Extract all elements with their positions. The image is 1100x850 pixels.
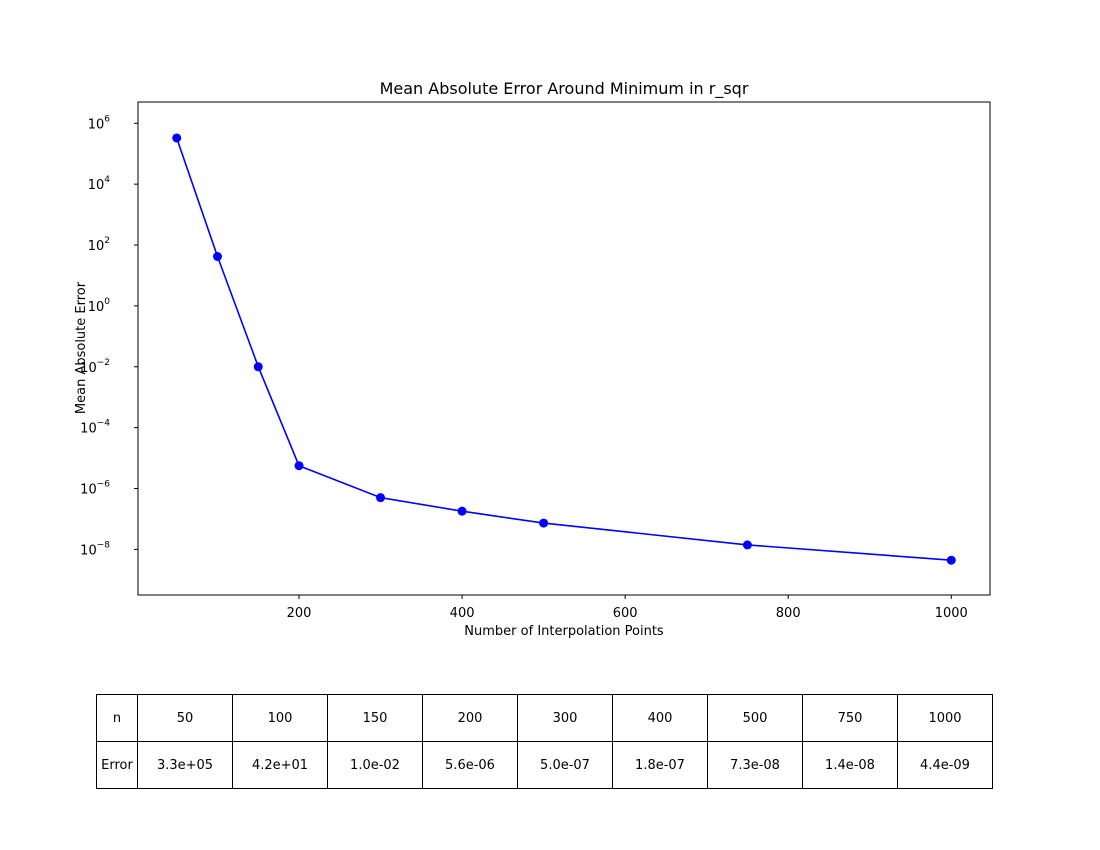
y-tick-label: 104 bbox=[88, 175, 111, 193]
cell-n: 1000 bbox=[897, 694, 993, 742]
cell-error: 1.4e-08 bbox=[802, 741, 898, 789]
series-line bbox=[175, 137, 952, 561]
cell-n: 750 bbox=[802, 694, 898, 742]
y-tick-label: 10−8 bbox=[80, 540, 110, 558]
cell-n: 150 bbox=[327, 694, 423, 742]
cell-error: 1.8e-07 bbox=[612, 741, 708, 789]
data-point bbox=[253, 362, 263, 372]
data-point bbox=[742, 540, 752, 550]
y-tick-label: 106 bbox=[88, 114, 111, 132]
x-tick-label: 400 bbox=[450, 606, 475, 621]
data-point bbox=[539, 518, 549, 528]
y-axis-label: Mean Absolute Error bbox=[74, 281, 89, 414]
cell-error: 3.3e+05 bbox=[137, 741, 233, 789]
cell-n: 400 bbox=[612, 694, 708, 742]
cell-error: 4.2e+01 bbox=[232, 741, 328, 789]
chart-title: Mean Absolute Error Around Minimum in r_… bbox=[380, 79, 749, 99]
table-row-error: Error 3.3e+05 4.2e+01 1.0e-02 5.6e-06 5.… bbox=[96, 741, 993, 789]
cell-n: 200 bbox=[422, 694, 518, 742]
cell-error: 7.3e-08 bbox=[707, 741, 803, 789]
cell-error: 5.0e-07 bbox=[517, 741, 613, 789]
error-series bbox=[172, 133, 956, 565]
cell-n: 50 bbox=[137, 694, 233, 742]
plot-frame bbox=[137, 101, 991, 596]
data-point bbox=[946, 555, 956, 565]
data-table: n 50 100 150 200 300 400 500 750 1000 Er… bbox=[96, 694, 993, 789]
y-tick-label: 102 bbox=[88, 236, 110, 254]
cell-error: 4.4e-09 bbox=[897, 741, 993, 789]
x-tick-label: 1000 bbox=[935, 606, 968, 621]
x-tick-label: 600 bbox=[613, 606, 638, 621]
cell-n: 500 bbox=[707, 694, 803, 742]
cell-n: 100 bbox=[232, 694, 328, 742]
data-point bbox=[294, 461, 304, 471]
x-axis-label: Number of Interpolation Points bbox=[464, 624, 664, 639]
data-point bbox=[457, 506, 467, 516]
x-tick-label: 200 bbox=[287, 606, 312, 621]
table-row-n: n 50 100 150 200 300 400 500 750 1000 bbox=[96, 694, 993, 742]
cell-n: 300 bbox=[517, 694, 613, 742]
chart: Mean Absolute Error Around Minimum in r_… bbox=[74, 79, 991, 639]
data-point bbox=[212, 251, 222, 261]
y-tick-label: 10−6 bbox=[80, 479, 110, 497]
cell-error: 1.0e-02 bbox=[327, 741, 423, 789]
y-tick-label: 10−2 bbox=[80, 358, 110, 376]
y-axis-ticks: 106 104 102 100 10−2 10−4 10−6 10−8 bbox=[80, 114, 138, 558]
x-axis-ticks: 200 400 600 800 1000 bbox=[287, 595, 968, 621]
row-header-n: n bbox=[96, 694, 138, 742]
cell-error: 5.6e-06 bbox=[422, 741, 518, 789]
y-tick-label: 100 bbox=[88, 297, 111, 315]
x-tick-label: 800 bbox=[776, 606, 801, 621]
data-point bbox=[376, 493, 386, 503]
data-point bbox=[172, 133, 182, 143]
row-header-error: Error bbox=[96, 741, 138, 789]
y-tick-label: 10−4 bbox=[80, 419, 110, 437]
